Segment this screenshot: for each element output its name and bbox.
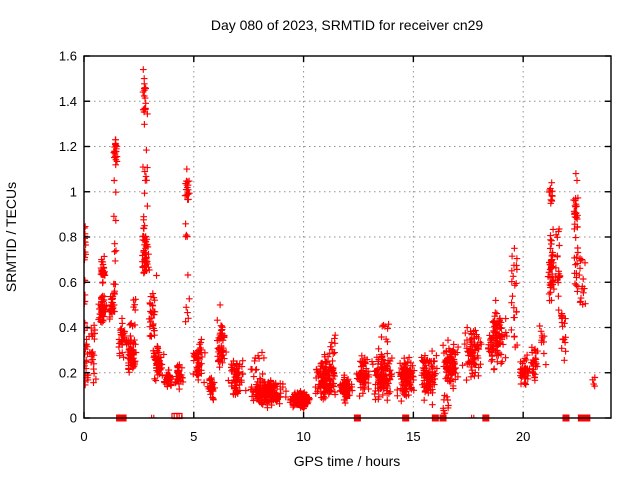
- x-tick-label: 5: [190, 429, 197, 444]
- x-tick-label: 10: [296, 429, 310, 444]
- y-axis-tick-labels: 0 0.2 0.4 0.6 0.8 1 1.2 1.4 1.6: [59, 49, 77, 426]
- axis-ticks: [83, 55, 611, 419]
- chart-title: Day 080 of 2023, SRMTID for receiver cn2…: [211, 17, 484, 33]
- y-tick-label: 0.6: [59, 275, 77, 290]
- y-tick-label: 0: [70, 411, 77, 426]
- x-tick-label: 0: [80, 429, 87, 444]
- y-tick-label: 0.2: [59, 365, 77, 380]
- y-tick-label: 1.2: [59, 139, 77, 154]
- x-axis-tick-labels: 0 5 10 15 20: [80, 429, 530, 444]
- x-tick-label: 20: [516, 429, 530, 444]
- y-tick-label: 1.6: [59, 49, 77, 64]
- x-axis-label: GPS time / hours: [294, 453, 401, 469]
- x-tick-label: 15: [406, 429, 420, 444]
- y-tick-label: 1.4: [59, 94, 77, 109]
- y-tick-label: 0.8: [59, 230, 77, 245]
- y-tick-label: 1: [70, 184, 77, 199]
- y-tick-label: 0.4: [59, 320, 77, 335]
- y-axis-label: SRMTID / TECUs: [3, 182, 19, 292]
